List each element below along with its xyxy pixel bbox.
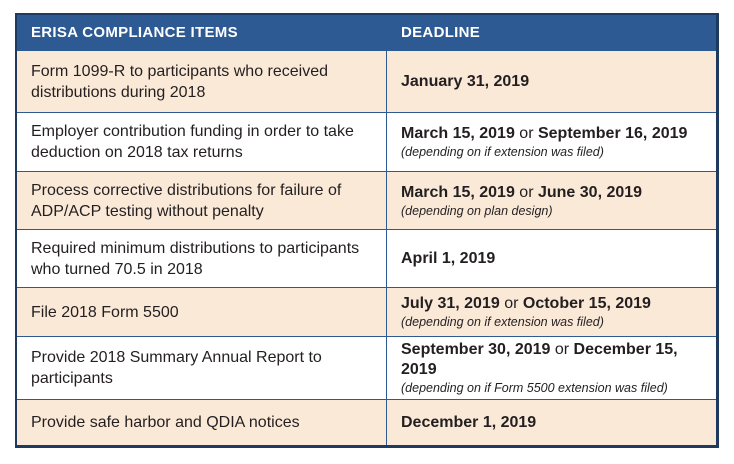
compliance-item-cell: Process corrective distributions for fai… xyxy=(17,172,387,229)
compliance-item-cell: Employer contribution funding in order t… xyxy=(17,113,387,171)
deadline-date-primary: September 30, 2019 xyxy=(401,341,551,358)
deadline-connector: or xyxy=(550,341,574,358)
deadline-date-secondary: September 16, 2019 xyxy=(537,125,688,142)
table-header-row: ERISA COMPLIANCE ITEMS DEADLINE xyxy=(17,15,716,50)
deadline-note: (depending on if extension was filed) xyxy=(401,145,604,159)
deadline-date-secondary: December 15, 2019 xyxy=(401,341,678,378)
deadline-date-primary: March 15, 2019 xyxy=(401,183,515,201)
deadline-note: (depending on if Form 5500 extension was… xyxy=(401,381,668,395)
deadline-note: (depending on plan design) xyxy=(401,203,553,218)
deadline-date-secondary: October 15, 2019 xyxy=(522,295,651,312)
table-row: Required minimum distributions to partic… xyxy=(17,229,716,287)
deadline-cell: July 31, 2019 or October 15, 2019 (depen… xyxy=(387,288,716,336)
deadline-connector: or xyxy=(514,183,538,201)
deadline-date-primary: January 31, 2019 xyxy=(401,72,530,90)
column-header-deadline: DEADLINE xyxy=(401,24,481,41)
deadline-dates: July 31, 2019 or October 15, 2019 xyxy=(401,294,702,314)
deadline-cell: March 15, 2019 or September 16, 2019 (de… xyxy=(387,113,716,171)
deadline-connector: or xyxy=(514,125,538,142)
compliance-item-text: Employer contribution funding in order t… xyxy=(31,123,354,161)
compliance-item-text: Provide safe harbor and QDIA notices xyxy=(31,414,300,431)
deadline-dates: March 15, 2019 or June 30, 2019 xyxy=(401,183,702,203)
column-header-items: ERISA COMPLIANCE ITEMS xyxy=(31,24,238,41)
table-row: Employer contribution funding in order t… xyxy=(17,112,716,171)
deadline-connector: or xyxy=(499,295,523,312)
deadline-date-primary: July 31, 2019 xyxy=(401,295,500,312)
compliance-item-cell: Provide safe harbor and QDIA notices xyxy=(17,400,387,445)
compliance-item-text: Form 1099-R to participants who received… xyxy=(31,62,329,101)
deadline-date-primary: December 1, 2019 xyxy=(401,413,537,431)
deadline-date-secondary: June 30, 2019 xyxy=(537,183,643,201)
deadline-dates: January 31, 2019 xyxy=(401,72,702,92)
table-row: Process corrective distributions for fai… xyxy=(17,171,716,229)
compliance-item-text: Required minimum distributions to partic… xyxy=(31,239,360,278)
table-row: Provide safe harbor and QDIA notices Dec… xyxy=(17,399,716,445)
column-header-deadline-cell: DEADLINE xyxy=(387,15,716,50)
deadline-cell: December 1, 2019 xyxy=(387,400,716,445)
deadline-cell: January 31, 2019 xyxy=(387,51,716,112)
deadline-dates: December 1, 2019 xyxy=(401,413,702,433)
deadline-note: (depending on if extension was filed) xyxy=(401,315,604,329)
table-row: File 2018 Form 5500 July 31, 2019 or Oct… xyxy=(17,287,716,336)
compliance-item-cell: Provide 2018 Summary Annual Report to pa… xyxy=(17,337,387,399)
compliance-item-text: File 2018 Form 5500 xyxy=(31,303,179,321)
deadline-dates: September 30, 2019 or December 15, 2019 xyxy=(401,340,702,380)
deadline-date-primary: March 15, 2019 xyxy=(401,125,515,142)
compliance-item-cell: File 2018 Form 5500 xyxy=(17,288,387,336)
deadline-cell: March 15, 2019 or June 30, 2019 (dependi… xyxy=(387,172,716,229)
deadline-cell: April 1, 2019 xyxy=(387,230,716,287)
table-row: Form 1099-R to participants who received… xyxy=(17,50,716,112)
compliance-item-text: Process corrective distributions for fai… xyxy=(31,181,342,220)
erisa-compliance-table: ERISA COMPLIANCE ITEMS DEADLINE Form 109… xyxy=(15,13,719,448)
table-row: Provide 2018 Summary Annual Report to pa… xyxy=(17,336,716,399)
column-header-items-cell: ERISA COMPLIANCE ITEMS xyxy=(17,15,387,50)
compliance-item-text: Provide 2018 Summary Annual Report to pa… xyxy=(31,349,322,387)
deadline-cell: September 30, 2019 or December 15, 2019 … xyxy=(387,337,716,399)
deadline-dates: April 1, 2019 xyxy=(401,249,702,269)
compliance-item-cell: Form 1099-R to participants who received… xyxy=(17,51,387,112)
compliance-item-cell: Required minimum distributions to partic… xyxy=(17,230,387,287)
deadline-dates: March 15, 2019 or September 16, 2019 xyxy=(401,124,702,144)
deadline-date-primary: April 1, 2019 xyxy=(401,249,496,267)
